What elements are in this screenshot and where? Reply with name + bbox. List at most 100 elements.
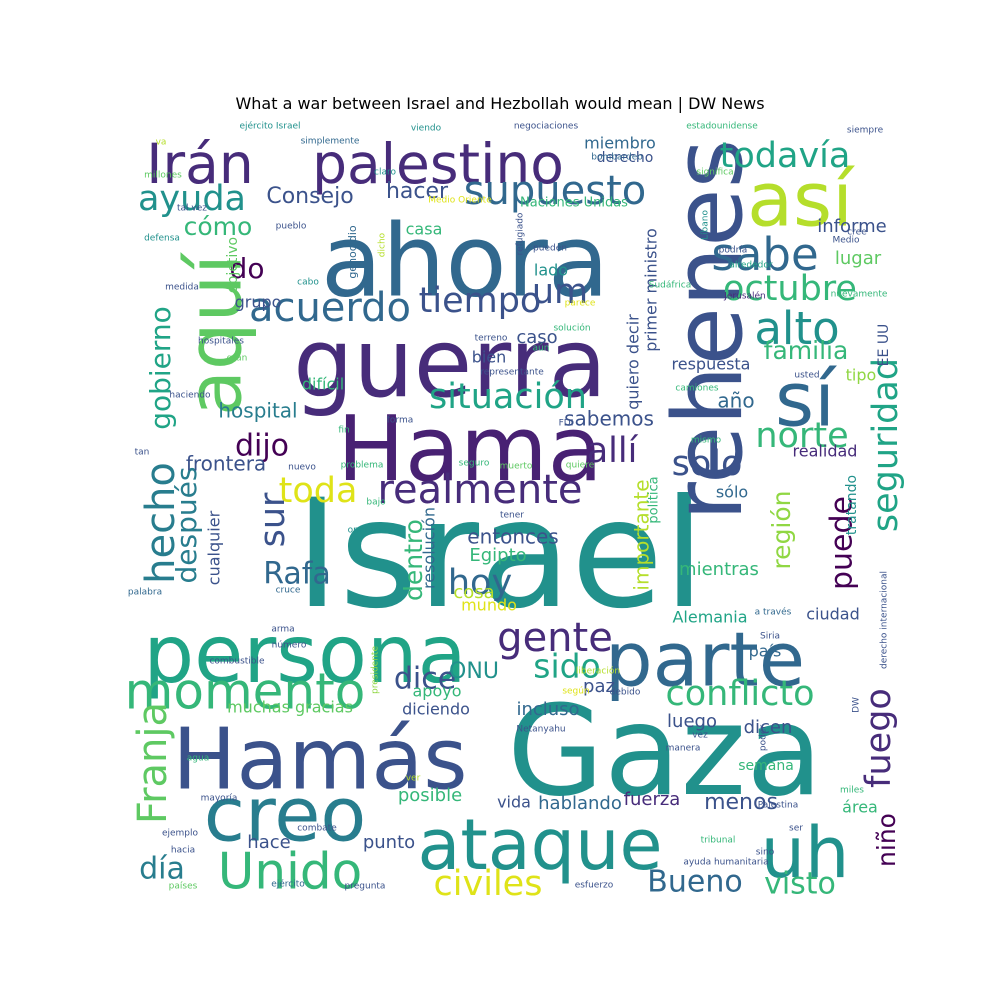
- word-191: hacia: [171, 846, 195, 856]
- word-47: gobierno: [144, 306, 177, 430]
- word-120: simplemente: [301, 137, 360, 147]
- word-73: realidad: [793, 442, 858, 461]
- word-162: bajo: [366, 498, 386, 508]
- word-70: año: [717, 389, 754, 413]
- word-81: luego: [667, 711, 717, 732]
- word-61: hospital: [218, 399, 297, 423]
- word-106: cualquier: [205, 510, 224, 585]
- word-69: lugar: [835, 248, 882, 269]
- word-98: bien: [472, 348, 507, 367]
- word-67: importante: [630, 479, 654, 590]
- word-196: pregunta: [345, 882, 386, 892]
- word-109: quiero decir: [624, 314, 643, 410]
- word-189: ser: [789, 824, 803, 834]
- word-103: miembro: [584, 134, 656, 153]
- word-111: objetivo: [225, 237, 241, 293]
- word-27: civiles: [434, 864, 543, 904]
- word-79: paz: [583, 676, 615, 697]
- word-54: niño: [872, 813, 901, 867]
- word-6: persona: [143, 608, 466, 701]
- word-101: difícil: [302, 375, 344, 394]
- word-127: pueblo: [276, 222, 307, 232]
- word-169: arma: [271, 625, 294, 635]
- word-63: menos: [704, 790, 778, 815]
- word-76: ciudad: [806, 605, 860, 624]
- word-23: acuerdo: [249, 285, 411, 331]
- word-133: cree: [847, 228, 867, 238]
- word-107: resolución: [420, 507, 439, 589]
- word-59: um: [532, 272, 588, 312]
- word-166: cruce: [276, 586, 301, 596]
- word-150: haciendo: [169, 391, 211, 401]
- word-110: política: [647, 476, 662, 523]
- word-159: seguro: [459, 459, 490, 469]
- word-179: vez: [692, 731, 708, 741]
- word-184: mayoría: [201, 794, 238, 804]
- word-155: mismo: [691, 436, 722, 446]
- word-142: parece: [565, 299, 596, 309]
- word-143: solución: [553, 323, 590, 334]
- word-145: terreno: [475, 334, 508, 344]
- word-161: quiere: [566, 461, 595, 471]
- word-116: viendo: [411, 124, 442, 134]
- word-17: momento: [125, 663, 366, 721]
- word-53: región: [767, 490, 796, 569]
- word-12: creo: [204, 771, 366, 859]
- word-126: tal vez: [177, 204, 207, 214]
- word-190: tribunal: [701, 836, 736, 846]
- word-62: ONU: [449, 659, 499, 684]
- word-187: ejemplo: [162, 829, 199, 839]
- word-117: negociaciones: [514, 122, 579, 132]
- word-105: Naciones Unidas: [520, 196, 628, 211]
- word-24: situación: [429, 377, 587, 417]
- word-123: millones: [144, 171, 182, 181]
- word-87: punto: [363, 832, 415, 853]
- word-88: hace: [247, 832, 290, 853]
- word-84: hablando: [538, 793, 622, 814]
- word-139: cabo: [297, 278, 319, 288]
- word-31: tiempo: [419, 281, 542, 321]
- word-164: operación: [348, 525, 393, 536]
- word-2: ahora: [321, 202, 609, 319]
- word-94: Egipto: [469, 545, 526, 566]
- word-30: octubre: [723, 269, 857, 309]
- word-194: países: [169, 882, 198, 892]
- word-147: aún: [533, 344, 550, 354]
- word-177: Netanyahu: [516, 725, 565, 735]
- word-52: puede: [825, 496, 860, 590]
- word-75: mientras: [679, 559, 759, 580]
- word-40: familia: [764, 336, 849, 365]
- word-34: dice: [394, 662, 456, 697]
- word-71: tipo: [846, 366, 877, 385]
- word-37: allí: [587, 431, 639, 471]
- word-86: posible: [398, 785, 462, 806]
- word-132: podría: [719, 246, 748, 256]
- word-153: FDI: [559, 419, 574, 429]
- word-97: caso: [516, 327, 557, 348]
- word-115: ejército Israel: [239, 121, 300, 132]
- word-154: fin: [338, 426, 349, 436]
- word-113: tratando: [844, 475, 860, 535]
- word-93: diciendo: [402, 700, 470, 719]
- word-135: defensa: [144, 234, 180, 244]
- word-156: tan: [135, 448, 150, 458]
- word-58: do: [230, 252, 265, 285]
- word-173: combustible: [209, 657, 265, 667]
- word-170: presidente: [371, 646, 381, 694]
- word-13: ataque: [417, 804, 662, 886]
- word-32: toda: [279, 471, 358, 511]
- word-146: gran: [227, 354, 248, 364]
- word-74: sólo: [716, 483, 748, 502]
- word-163: tener: [500, 511, 524, 521]
- word-72: respuesta: [672, 355, 751, 374]
- figure-title: What a war between Israel and Hezbollah …: [235, 94, 765, 113]
- word-9: así: [747, 156, 855, 244]
- word-35: hoy: [448, 563, 512, 603]
- word-60: entonces: [467, 525, 558, 549]
- word-193: ayuda humanitaria: [683, 858, 768, 868]
- word-178: poder: [759, 725, 769, 751]
- word-11: sí: [775, 356, 837, 444]
- word-5: rehenes: [654, 139, 764, 521]
- word-96: mundo: [461, 596, 517, 615]
